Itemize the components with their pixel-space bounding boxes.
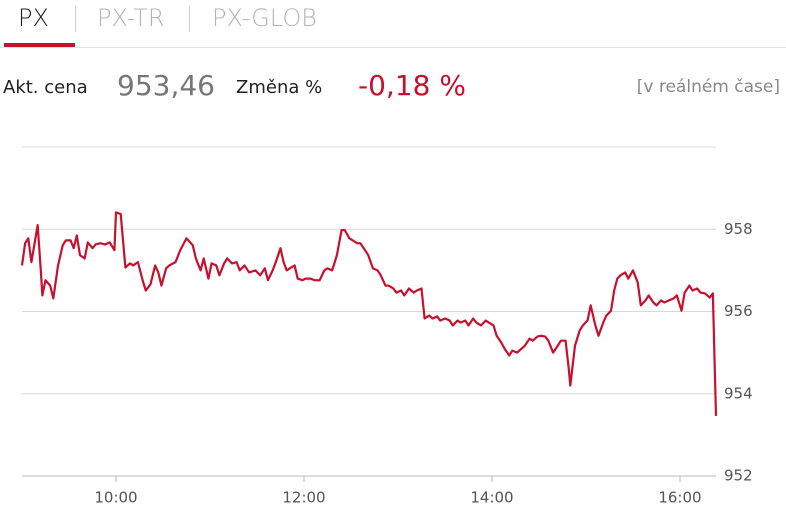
tab[interactable]: PX-TR xyxy=(97,4,165,32)
y-tick-label: 954 xyxy=(724,384,753,402)
tab[interactable]: PX xyxy=(18,4,49,32)
tab-divider xyxy=(0,47,786,48)
change-value: -0,18 % xyxy=(358,69,466,102)
change-label: Změna % xyxy=(236,77,323,98)
y-tick-label: 956 xyxy=(724,302,753,320)
y-tick-label: 958 xyxy=(724,220,753,238)
x-tick-label: 16:00 xyxy=(658,489,701,507)
x-tick-label: 12:00 xyxy=(282,489,325,507)
y-tick-label: 952 xyxy=(724,467,753,485)
price-label: Akt. cena xyxy=(3,77,88,98)
active-tab-indicator xyxy=(4,43,75,47)
price-line xyxy=(20,211,718,416)
tab-separator xyxy=(75,6,76,32)
tab[interactable]: PX-GLOB xyxy=(212,4,317,32)
x-tick-label: 10:00 xyxy=(94,489,137,507)
tab-separator xyxy=(189,6,190,32)
realtime-note: [v reálném čase] xyxy=(636,77,780,97)
x-tick-label: 14:00 xyxy=(470,489,513,507)
price-value: 953,46 xyxy=(117,69,215,102)
